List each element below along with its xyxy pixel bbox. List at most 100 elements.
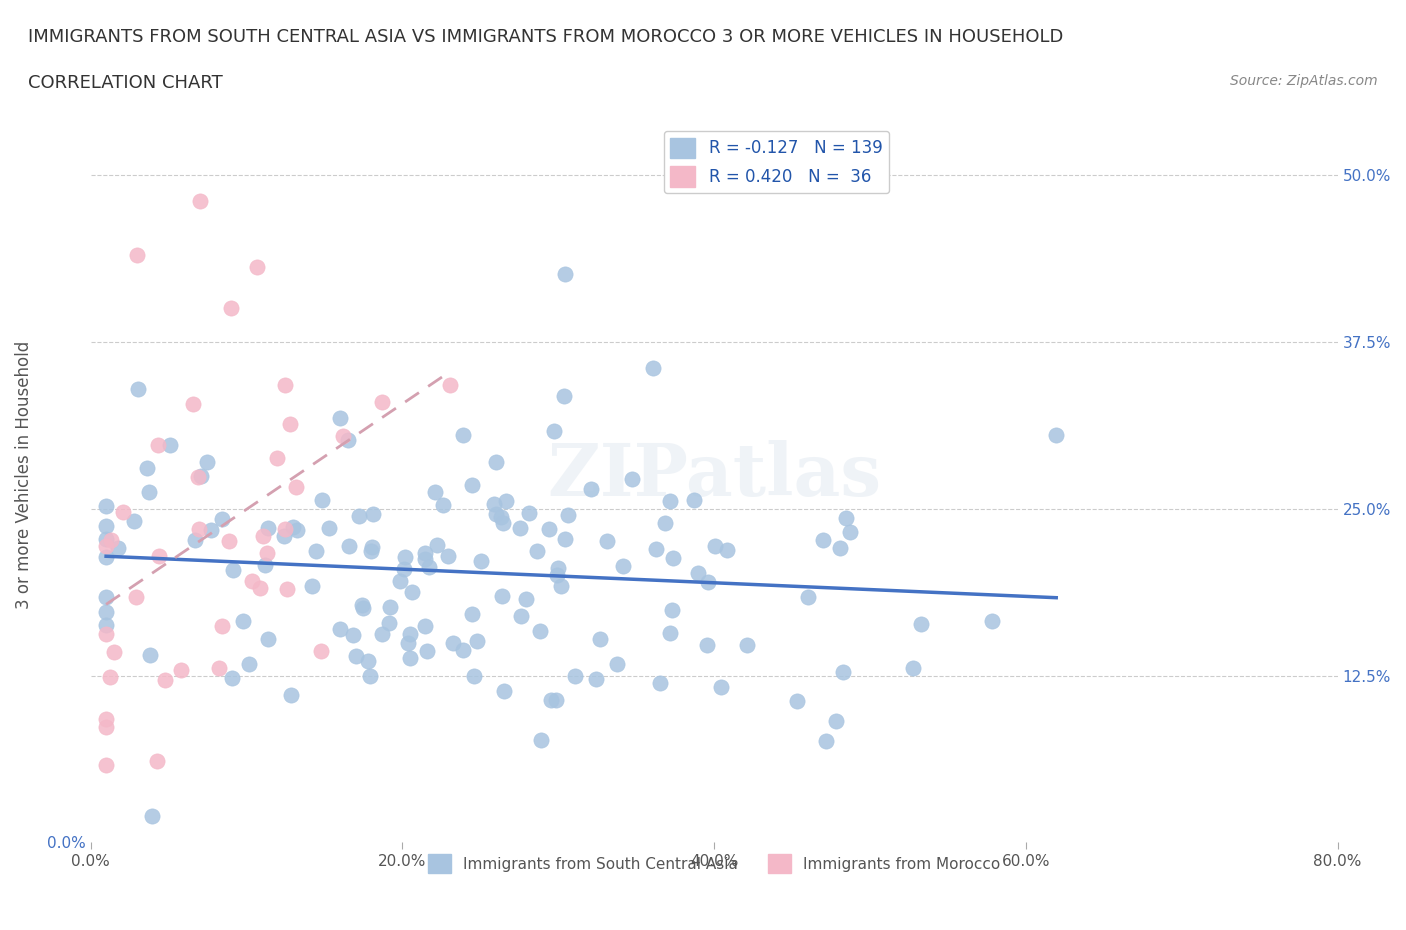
Point bbox=[529, 623, 551, 638]
Point bbox=[148, 549, 170, 564]
Text: ZIPatlas: ZIPatlas bbox=[547, 440, 882, 511]
Point bbox=[415, 618, 437, 633]
Point bbox=[246, 260, 269, 275]
Point bbox=[188, 194, 211, 209]
Point bbox=[187, 469, 209, 484]
Point bbox=[526, 544, 548, 559]
Point bbox=[208, 660, 231, 675]
Point bbox=[352, 601, 374, 616]
Point bbox=[280, 687, 302, 702]
Point bbox=[211, 618, 233, 633]
Point bbox=[543, 424, 565, 439]
Point bbox=[825, 713, 848, 728]
Point bbox=[305, 543, 328, 558]
Point bbox=[190, 469, 212, 484]
Point bbox=[252, 528, 274, 543]
Point bbox=[654, 516, 676, 531]
Point bbox=[903, 660, 925, 675]
Point bbox=[389, 574, 412, 589]
Point bbox=[470, 554, 492, 569]
Point bbox=[136, 460, 159, 475]
Point bbox=[249, 580, 271, 595]
Point bbox=[396, 635, 419, 650]
Point bbox=[811, 533, 834, 548]
Point bbox=[127, 381, 149, 396]
Point bbox=[509, 521, 531, 536]
Point bbox=[309, 644, 332, 658]
Point bbox=[550, 578, 572, 593]
Point bbox=[256, 545, 278, 560]
Point bbox=[425, 485, 447, 499]
Text: CORRELATION CHART: CORRELATION CHART bbox=[28, 74, 224, 92]
Point bbox=[981, 614, 1004, 629]
Point bbox=[170, 662, 193, 677]
Point bbox=[94, 604, 117, 619]
Point bbox=[612, 559, 634, 574]
Point bbox=[94, 518, 117, 533]
Point bbox=[138, 485, 160, 499]
Point bbox=[219, 301, 242, 316]
Point bbox=[273, 528, 295, 543]
Point bbox=[94, 532, 117, 547]
Point bbox=[659, 626, 682, 641]
Point bbox=[222, 563, 245, 578]
Point bbox=[418, 560, 440, 575]
Point bbox=[554, 532, 576, 547]
Point bbox=[274, 522, 297, 537]
Point bbox=[401, 585, 423, 600]
Point bbox=[232, 614, 254, 629]
Point bbox=[453, 643, 475, 658]
Point bbox=[146, 437, 169, 452]
Point bbox=[661, 603, 683, 618]
Point bbox=[342, 628, 364, 643]
Point bbox=[360, 539, 382, 554]
Point bbox=[127, 247, 149, 262]
Point bbox=[103, 644, 125, 659]
Point bbox=[797, 590, 820, 604]
Point bbox=[432, 498, 454, 512]
Text: Source: ZipAtlas.com: Source: ZipAtlas.com bbox=[1230, 74, 1378, 88]
Point bbox=[336, 432, 359, 447]
Point bbox=[538, 522, 561, 537]
Point bbox=[416, 644, 439, 658]
Point bbox=[146, 754, 169, 769]
Point bbox=[218, 534, 240, 549]
Point bbox=[181, 397, 204, 412]
Point bbox=[835, 511, 858, 525]
Point bbox=[547, 560, 569, 575]
Point bbox=[281, 519, 304, 534]
Point bbox=[645, 542, 668, 557]
Point bbox=[554, 267, 576, 282]
Point bbox=[361, 507, 384, 522]
Point bbox=[530, 733, 553, 748]
Point bbox=[492, 684, 515, 698]
Point bbox=[380, 600, 402, 615]
Point bbox=[697, 575, 720, 590]
Point bbox=[831, 664, 853, 679]
Point bbox=[415, 551, 437, 566]
Point bbox=[257, 521, 280, 536]
Point bbox=[716, 543, 738, 558]
Point bbox=[254, 557, 277, 572]
Point bbox=[94, 711, 117, 726]
Point bbox=[377, 616, 399, 631]
Point bbox=[686, 565, 709, 580]
Point bbox=[360, 543, 382, 558]
Point bbox=[200, 523, 222, 538]
Point bbox=[195, 455, 218, 470]
Point bbox=[737, 638, 759, 653]
Point bbox=[266, 451, 288, 466]
Point bbox=[98, 670, 121, 684]
Point bbox=[240, 574, 263, 589]
Point bbox=[510, 608, 533, 623]
Point bbox=[579, 482, 602, 497]
Point bbox=[437, 549, 460, 564]
Point bbox=[94, 538, 117, 553]
Point bbox=[495, 493, 517, 508]
Point bbox=[357, 654, 380, 669]
Point bbox=[786, 694, 808, 709]
Point bbox=[439, 378, 461, 392]
Point bbox=[211, 512, 233, 526]
Point bbox=[648, 675, 671, 690]
Point bbox=[124, 513, 146, 528]
